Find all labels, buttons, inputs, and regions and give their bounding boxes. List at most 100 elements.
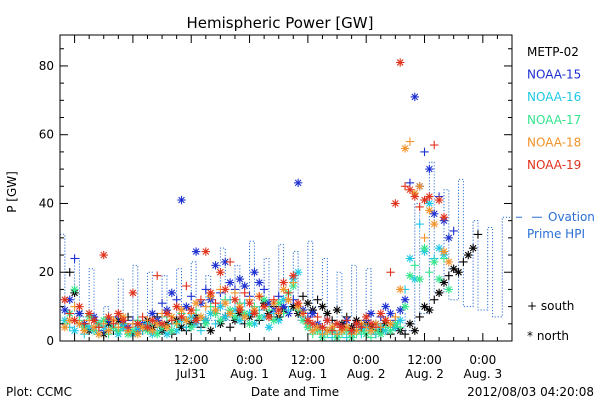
- data-point: [216, 316, 225, 325]
- data-point: [357, 323, 366, 332]
- data-point: [162, 323, 172, 332]
- data-point: [177, 195, 186, 205]
- legend-entry: METP-02: [527, 45, 579, 59]
- data-point: [153, 329, 162, 339]
- data-point: [138, 323, 147, 332]
- x-tick-label: 12:00: [291, 353, 326, 367]
- data-point: [89, 316, 99, 325]
- x-axis-label: Date and Time: [251, 385, 339, 399]
- data-point: [293, 178, 303, 188]
- data-point: [250, 268, 259, 277]
- ovation-legend-label-2: Prime HPI: [527, 227, 585, 241]
- data-point: [230, 295, 240, 304]
- data-point: [434, 243, 444, 253]
- data-point: [415, 274, 424, 284]
- data-point: [361, 312, 371, 322]
- marker-key-entry: * north: [527, 329, 569, 343]
- data-point: [381, 316, 390, 325]
- data-point: [425, 268, 434, 277]
- data-point: [104, 312, 113, 322]
- data-point: [196, 295, 206, 304]
- data-point: [434, 288, 444, 298]
- data-point: [444, 233, 454, 243]
- data-point: [425, 164, 434, 174]
- data-point: [323, 316, 332, 325]
- data-point: [318, 323, 327, 332]
- data-point: [114, 309, 123, 318]
- data-point: [439, 213, 449, 222]
- data-point: [211, 319, 220, 329]
- data-point: [167, 288, 176, 298]
- x-tick-date-label: Aug. 1: [230, 367, 269, 381]
- data-point: [332, 329, 342, 339]
- data-point: [191, 298, 201, 308]
- data-point: [99, 319, 108, 329]
- data-point: [114, 323, 123, 332]
- data-point: [216, 268, 225, 277]
- x-tick-label: 12:00: [407, 353, 442, 367]
- x-tick-date-label: Aug. 2: [405, 367, 444, 381]
- data-point: [109, 319, 118, 329]
- data-point: [206, 288, 215, 298]
- data-point: [425, 305, 434, 315]
- data-point: [269, 316, 279, 325]
- data-point: [468, 243, 478, 253]
- data-point: [289, 271, 298, 280]
- data-point: [405, 254, 415, 263]
- data-point: [284, 295, 293, 304]
- data-point: [128, 288, 138, 298]
- data-point: [449, 226, 458, 236]
- data-point: [167, 316, 176, 325]
- data-point: [157, 319, 167, 329]
- data-point: [420, 195, 429, 205]
- data-point: [313, 295, 322, 304]
- data-point: [148, 316, 157, 325]
- x-tick-label: 12:00: [174, 353, 209, 367]
- data-point: [240, 312, 249, 322]
- data-point: [182, 281, 191, 291]
- data-point: [182, 302, 191, 311]
- data-point: [381, 302, 390, 311]
- y-tick-label: 60: [39, 128, 54, 142]
- data-point: [225, 278, 235, 287]
- data-point: [405, 271, 415, 280]
- data-point: [201, 319, 211, 329]
- data-point: [308, 319, 317, 329]
- legend-entry: NOAA-16: [527, 90, 581, 104]
- data-point: [430, 209, 439, 218]
- data-point: [347, 326, 356, 335]
- data-point: [75, 302, 84, 311]
- data-point: [60, 323, 70, 332]
- data-point: [410, 326, 419, 335]
- data-point: [240, 288, 249, 298]
- data-point: [410, 92, 419, 102]
- legend-entry: NOAA-18: [527, 135, 581, 149]
- data-point: [235, 305, 245, 315]
- data-point: [396, 305, 405, 315]
- legend-entry: NOAA-15: [527, 68, 581, 82]
- data-point: [400, 329, 410, 339]
- data-point: [255, 312, 264, 322]
- data-point: [454, 268, 463, 277]
- data-point: [191, 247, 201, 256]
- plot-frame: [59, 34, 513, 342]
- data-point: [420, 243, 429, 253]
- data-point: [410, 261, 419, 270]
- data-point: [444, 271, 454, 280]
- data-point: [400, 302, 410, 311]
- data-point: [225, 257, 235, 267]
- data-point: [138, 312, 147, 322]
- data-point: [65, 309, 74, 318]
- data-point: [177, 312, 186, 322]
- data-point: [211, 261, 220, 270]
- y-tick-label: 80: [39, 59, 54, 73]
- data-point: [405, 137, 415, 146]
- data-point: [259, 285, 269, 294]
- data-point: [84, 309, 94, 318]
- data-point: [118, 316, 128, 325]
- data-point: [449, 264, 458, 273]
- data-point: [70, 254, 79, 263]
- data-point: [123, 323, 133, 332]
- data-point: [216, 302, 225, 311]
